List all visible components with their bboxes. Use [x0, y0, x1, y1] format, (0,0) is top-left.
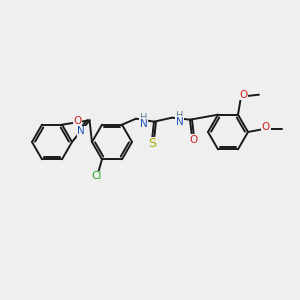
Text: N: N [77, 126, 85, 136]
Text: N: N [176, 117, 184, 127]
Text: O: O [239, 90, 247, 100]
Text: H: H [140, 113, 147, 123]
Text: O: O [74, 116, 82, 126]
Text: S: S [148, 137, 156, 150]
Text: N: N [140, 119, 148, 129]
Text: O: O [262, 122, 270, 132]
Text: O: O [189, 135, 197, 145]
Text: Cl: Cl [92, 171, 102, 181]
Text: H: H [176, 111, 183, 121]
